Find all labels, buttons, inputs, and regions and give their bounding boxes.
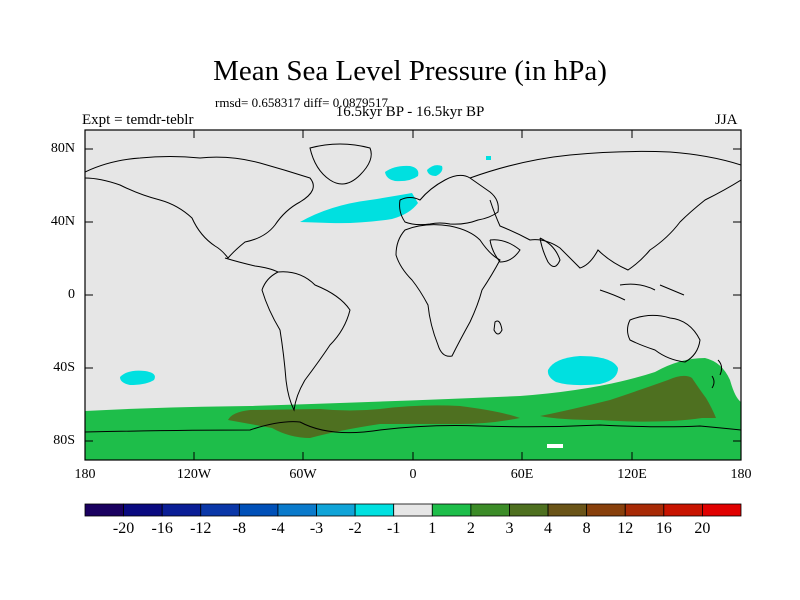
colorbar: [84, 503, 742, 517]
y-tick-label: 80S: [53, 433, 75, 448]
colorbar-label: 3: [505, 520, 514, 537]
x-tick-label: 60W: [289, 467, 317, 482]
y-tick-label: 80N: [50, 141, 75, 156]
x-tick-label: 120W: [176, 467, 212, 482]
x-tick-label: 60E: [510, 467, 534, 482]
colorbar-label: -1: [387, 520, 401, 537]
colorbar-swatch: [316, 503, 356, 517]
chart-title: Mean Sea Level Pressure (in hPa): [213, 55, 607, 87]
coastlines: [85, 143, 741, 434]
colorbar-label: -3: [309, 520, 324, 537]
x-tick-label: 180: [74, 467, 96, 482]
colorbar-label: -20: [112, 520, 135, 537]
colorbar-swatch: [84, 503, 124, 517]
colorbar-swatch: [431, 503, 472, 517]
north-atlantic-negative-region: [300, 193, 418, 224]
nordic-seas-negative-region: [385, 165, 419, 182]
colorbar-swatch: [393, 503, 433, 517]
colorbar-swatch: [702, 503, 742, 517]
colorbar-swatch: [238, 503, 279, 517]
colorbar-label: 8: [582, 520, 591, 537]
antarctic-positive-region: [228, 405, 520, 438]
colorbar-swatch: [547, 503, 588, 517]
season-label: JJA: [715, 112, 738, 128]
colorbar-swatch: [161, 503, 202, 517]
x-tick-label: 180: [730, 467, 752, 482]
south-indian-ocean-negative-region: [547, 356, 618, 386]
colorbar-label: -4: [271, 520, 285, 537]
colorbar-swatch: [354, 503, 395, 517]
experiment-label: Expt = temdr-teblr: [82, 112, 194, 128]
colorbar-label: -2: [348, 520, 362, 537]
period-label: 16.5kyr BP - 16.5kyr BP: [335, 104, 485, 120]
colorbar-label: 12: [617, 520, 634, 537]
south-pacific-negative-region: [120, 370, 155, 385]
colorbar-swatch: [200, 503, 240, 517]
colorbar-label: 2: [466, 520, 475, 537]
colorbar-label: 4: [544, 520, 553, 537]
y-axis-ticks: [85, 148, 741, 442]
x-axis-ticks: [84, 130, 742, 460]
colorbar-swatch: [586, 503, 626, 517]
colorbar-label: -8: [232, 520, 246, 537]
colorbar-label: 16: [655, 520, 672, 537]
colorbar-label: 1: [428, 520, 437, 537]
colorbar-label: -12: [190, 520, 212, 537]
colorbar-swatch: [663, 503, 703, 517]
y-tick-label: 40N: [50, 214, 75, 229]
x-tick-label: 0: [409, 467, 417, 482]
colorbar-swatch: [470, 503, 510, 517]
y-tick-label: 40S: [53, 360, 75, 375]
colorbar-swatch: [509, 503, 549, 517]
y-tick-label: 0: [68, 287, 75, 302]
colorbar-swatch: [123, 503, 163, 517]
colorbar-swatch: [624, 503, 665, 517]
rmsd-diff-stats: rmsd= 0.658317 diff= 0.0879517: [215, 95, 388, 110]
colorbar-label: -16: [151, 520, 173, 537]
colorbar-swatch: [277, 503, 317, 517]
x-tick-label: 120E: [617, 467, 647, 482]
colorbar-label: 20: [694, 520, 711, 537]
